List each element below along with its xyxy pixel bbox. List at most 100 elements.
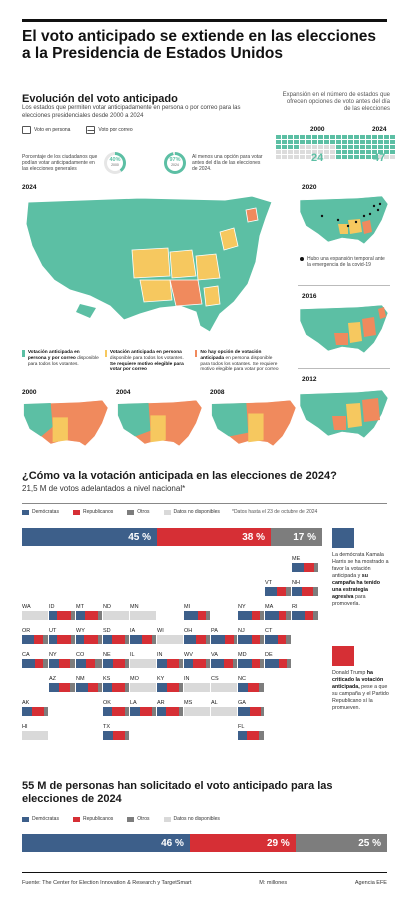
state-tile: TX	[103, 724, 129, 740]
state-cell	[282, 145, 287, 149]
state-cell	[378, 150, 383, 154]
state-bar-dem	[130, 635, 142, 644]
state-tile: WV	[184, 652, 210, 668]
state-bar-rep	[279, 611, 286, 620]
state-tile: NH	[292, 580, 318, 596]
state-bar-rep	[113, 659, 126, 668]
map-2016-year: 2016	[302, 293, 317, 300]
state-cell	[372, 135, 377, 139]
state-label: WA	[22, 604, 31, 610]
state-cell	[306, 135, 311, 139]
state-bar-oth	[313, 563, 318, 572]
state-bar	[238, 635, 264, 644]
state-cell	[282, 140, 287, 144]
state-bar-oth	[260, 659, 264, 668]
state-bar-dem	[130, 707, 141, 716]
state-bar-dem	[238, 659, 253, 668]
state-label: ME	[292, 556, 301, 562]
state-bar-oth	[312, 611, 318, 620]
section-title-requests: 55 M de personas han solicitado el voto …	[22, 780, 333, 805]
state-bar	[103, 611, 129, 620]
state-bar-dem	[103, 731, 114, 740]
state-cell	[324, 140, 329, 144]
state-bar-oth	[98, 683, 102, 692]
main-map-year: 2024	[22, 184, 37, 191]
bar-segment-rep: 29 %	[189, 834, 296, 852]
us-map-2004	[117, 399, 203, 447]
state-bar-oth	[285, 635, 291, 644]
state-tile: HI	[22, 724, 48, 740]
state-cell	[324, 145, 329, 149]
state-cell	[276, 135, 281, 139]
state-bar-dem	[49, 611, 57, 620]
state-bar-dem	[238, 635, 253, 644]
state-bar	[211, 707, 237, 716]
state-label: NY	[238, 604, 246, 610]
state-label: MD	[238, 652, 247, 658]
state-tile: NC	[238, 676, 264, 692]
us-map-2012	[299, 389, 389, 439]
state-cell	[390, 135, 395, 139]
state-bar-oth	[206, 611, 210, 620]
state-tile: MN	[130, 604, 156, 620]
state-bar-oth	[95, 659, 102, 668]
state-bar-dem	[22, 707, 33, 716]
state-bar	[22, 659, 48, 668]
state-cell	[384, 145, 389, 149]
state-bar-oth	[285, 587, 291, 596]
state-bar-dem	[76, 635, 84, 644]
state-bar	[130, 635, 156, 644]
state-bar-oth	[179, 683, 183, 692]
state-bar-rep	[277, 587, 286, 596]
state-cell	[390, 155, 395, 159]
state-tile: MI	[184, 604, 210, 620]
state-bar	[76, 635, 102, 644]
state-tile: IA	[130, 628, 156, 644]
state-label: AK	[22, 700, 30, 706]
state-bar	[49, 635, 75, 644]
party-key-2: Demócratas Republicanos Otros Datos no d…	[22, 816, 220, 822]
state-cell	[330, 155, 335, 159]
state-bar-dem	[103, 659, 114, 668]
state-tile: UT	[49, 628, 75, 644]
state-bar-dem	[265, 659, 280, 668]
state-bar-oth	[234, 635, 237, 644]
state-bar	[157, 659, 183, 668]
bar-segment-oth: 25 %	[295, 834, 387, 852]
state-bar-dem	[211, 659, 224, 668]
expansion-text: Expansión en el número de estados que of…	[282, 92, 390, 112]
state-cell	[288, 140, 293, 144]
us-map-2024	[25, 195, 273, 333]
state-bar	[22, 611, 48, 620]
state-bar-oth	[260, 611, 264, 620]
state-bar-oth	[70, 683, 75, 692]
state-tile: WA	[22, 604, 48, 620]
state-label: ND	[103, 604, 111, 610]
state-cell	[330, 135, 335, 139]
state-bar	[292, 611, 318, 620]
state-cell	[360, 155, 365, 159]
section-title-2024: ¿Cómo va la votación anticipada en las e…	[22, 470, 337, 482]
state-tile: WY	[76, 628, 102, 644]
state-tile: RI	[292, 604, 318, 620]
state-bar	[103, 635, 129, 644]
map-2012-year: 2012	[302, 376, 317, 383]
state-bar-oth	[69, 659, 75, 668]
state-cell	[336, 155, 341, 159]
state-tile: WI	[157, 628, 183, 644]
state-label: UT	[49, 628, 57, 634]
state-bar-rep	[112, 635, 126, 644]
state-bar	[76, 611, 102, 620]
states-grid-2000	[276, 135, 335, 159]
state-bar-rep	[59, 683, 71, 692]
state-cell	[276, 140, 281, 144]
state-bar-rep	[278, 635, 286, 644]
state-tile: DE	[265, 652, 291, 668]
state-label: NM	[76, 676, 85, 682]
state-tile: IN	[184, 676, 210, 692]
legend-yellow: Votación anticipada en persona disponibl…	[104, 350, 190, 373]
state-bar-rep	[86, 659, 96, 668]
state-cell	[312, 155, 317, 159]
state-tile: SD	[103, 628, 129, 644]
top-rule	[22, 19, 387, 22]
